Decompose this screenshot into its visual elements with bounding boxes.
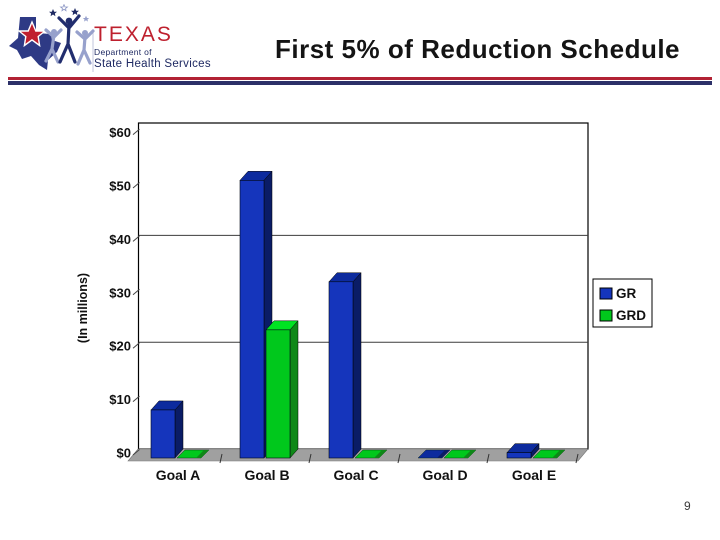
category-label: Goal E bbox=[512, 467, 556, 483]
bar-flat-side-GRD-2 bbox=[374, 450, 387, 458]
bar-GRD-1 bbox=[265, 329, 291, 459]
x-tick-mark bbox=[575, 453, 579, 464]
logo-small-stars-icon bbox=[49, 3, 90, 22]
x-tick-mark bbox=[219, 453, 223, 464]
logo-figures-icon bbox=[44, 14, 95, 66]
y-tick-label: $0 bbox=[117, 446, 131, 461]
y-tick-label: $50 bbox=[109, 179, 131, 194]
x-tick-mark bbox=[486, 453, 490, 464]
bar-GR-1 bbox=[239, 180, 265, 459]
bar-side-GR-0 bbox=[174, 400, 184, 459]
y-tick-label: $30 bbox=[109, 285, 131, 300]
y-tick-mark bbox=[132, 182, 140, 189]
page-title: First 5% of Reduction Schedule bbox=[274, 34, 681, 64]
y-tick-label: $20 bbox=[109, 339, 131, 354]
bar-flat-side-GRD-4 bbox=[552, 450, 565, 458]
bar-GR-4 bbox=[506, 452, 532, 459]
bar-side-GR-2 bbox=[352, 272, 362, 459]
page-number: 9 bbox=[684, 499, 691, 513]
plot-area bbox=[137, 122, 589, 450]
bar-flat-side-GRD-3 bbox=[463, 450, 476, 458]
logo-divider bbox=[92, 30, 94, 72]
header-rule-red bbox=[8, 77, 712, 80]
bar-flat-side-GR-3 bbox=[437, 450, 450, 458]
x-tick-mark bbox=[397, 453, 401, 464]
dshs-logo: TEXAS Department of State Health Service… bbox=[6, 3, 241, 76]
y-tick-label: $60 bbox=[109, 125, 131, 140]
category-label: Goal C bbox=[333, 467, 378, 483]
logo-text-block: TEXAS Department of State Health Service… bbox=[94, 23, 211, 70]
header-rule-navy bbox=[8, 81, 712, 85]
legend-swatch-GR bbox=[599, 287, 613, 300]
logo-star-icon bbox=[17, 20, 47, 48]
y-tick-mark bbox=[132, 128, 140, 135]
dshs-logo-art bbox=[9, 3, 95, 72]
y-tick-mark bbox=[132, 342, 140, 349]
y-tick-mark bbox=[132, 449, 140, 456]
legend-swatch-GRD bbox=[599, 309, 613, 322]
x-tick-mark bbox=[308, 453, 312, 464]
legend-label-GR: GR bbox=[616, 286, 637, 301]
y-tick-mark bbox=[132, 395, 140, 402]
bar-GR-0 bbox=[150, 409, 176, 459]
bar-GR-2 bbox=[328, 281, 354, 459]
y-axis-title: (In millions) bbox=[76, 273, 90, 343]
category-label: Goal B bbox=[244, 467, 289, 483]
bar-side-GRD-1 bbox=[289, 320, 299, 459]
bar-flat-side-GRD-0 bbox=[196, 450, 209, 458]
category-label: Goal D bbox=[422, 467, 467, 483]
y-tick-label: $40 bbox=[109, 232, 131, 247]
logo-dept-line: Department of bbox=[94, 47, 152, 58]
logo-brand: TEXAS bbox=[94, 23, 173, 46]
legend-label-GRD: GRD bbox=[616, 308, 646, 323]
logo-agency-line: State Health Services bbox=[94, 57, 211, 70]
y-tick-label: $10 bbox=[109, 392, 131, 407]
category-label: Goal A bbox=[156, 467, 201, 483]
y-tick-mark bbox=[132, 235, 140, 242]
y-tick-mark bbox=[132, 288, 140, 296]
